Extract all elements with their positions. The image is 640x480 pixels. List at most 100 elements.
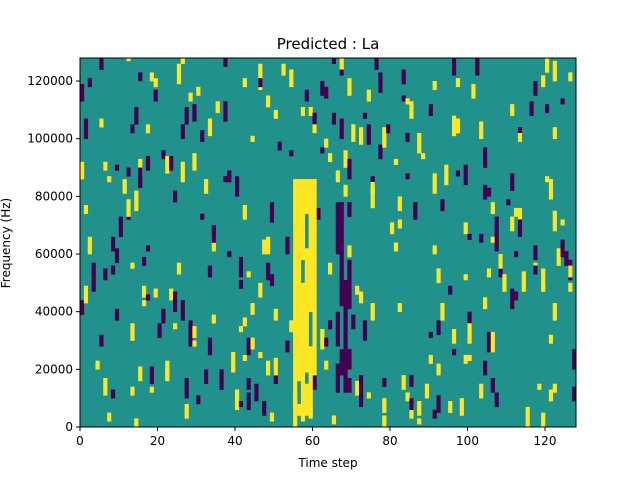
- heatmap-cell: [560, 219, 565, 226]
- heatmap-cell: [339, 219, 344, 232]
- heatmap-cell: [370, 187, 375, 209]
- y-tick-label: 100000: [27, 132, 73, 146]
- heatmap-cell: [269, 412, 275, 422]
- heatmap-cell: [246, 377, 251, 390]
- heatmap-cell: [320, 81, 325, 96]
- heatmap-cell: [347, 349, 352, 370]
- heatmap-cell: [370, 181, 375, 194]
- heatmap-cell: [99, 118, 104, 128]
- heatmap-cell: [293, 251, 298, 263]
- heatmap-cell: [219, 369, 224, 390]
- heatmap-cell: [138, 167, 143, 189]
- heatmap-cell: [359, 389, 364, 408]
- heatmap-cell: [409, 403, 414, 419]
- heatmap-cell: [304, 282, 309, 310]
- heatmap-cell: [417, 132, 422, 154]
- heatmap-cell: [401, 375, 406, 390]
- heatmap-cell: [293, 377, 298, 416]
- heatmap-cell: [165, 156, 170, 174]
- heatmap-cell: [343, 150, 348, 168]
- heatmap-cell: [130, 386, 135, 396]
- heatmap-cell: [335, 363, 340, 379]
- heatmap-cell: [196, 86, 201, 96]
- heatmap-cell: [312, 179, 317, 183]
- heatmap-cell: [355, 285, 360, 295]
- heatmap-cell: [455, 118, 461, 134]
- heatmap-cell: [335, 311, 340, 347]
- heatmap-cell: [390, 222, 395, 235]
- heatmap-cell: [204, 369, 209, 385]
- heatmap-cell: [548, 389, 554, 402]
- heatmap-cell: [304, 389, 309, 416]
- heatmap-cell: [308, 377, 313, 416]
- heatmap-cell: [91, 271, 96, 292]
- heatmap-cell: [421, 153, 426, 160]
- heatmap-cell: [541, 268, 546, 289]
- y-tick-label: 0: [65, 420, 73, 434]
- heatmap-cell: [366, 130, 371, 145]
- heatmap-cell: [552, 60, 557, 82]
- heatmap-cell: [533, 265, 538, 275]
- heatmap-cell: [486, 331, 492, 353]
- heatmap-cell: [401, 95, 406, 102]
- heatmap-cell: [103, 377, 108, 396]
- heatmap-cell: [541, 75, 546, 88]
- heatmap-cell: [273, 308, 278, 321]
- heatmap-cell: [304, 89, 309, 102]
- heatmap-cell: [238, 256, 244, 278]
- heatmap-cell: [486, 190, 492, 197]
- heatmap-cell: [347, 158, 352, 180]
- heatmap-cell: [467, 311, 472, 327]
- heatmap-cell: [552, 210, 557, 232]
- heatmap-cell: [103, 268, 108, 281]
- heatmap-cell: [300, 360, 306, 399]
- heatmap-cell: [517, 219, 523, 238]
- heatmap-cell: [184, 377, 189, 399]
- heatmap-cell: [99, 334, 104, 347]
- heatmap-cell: [266, 236, 271, 255]
- heatmap-cell: [339, 349, 344, 364]
- heatmap-cell: [308, 346, 313, 379]
- heatmap-cell: [266, 95, 271, 108]
- heatmap-cell: [103, 161, 108, 171]
- heatmap-cell: [114, 308, 120, 321]
- heatmap-cell: [145, 124, 151, 134]
- heatmap-cell: [83, 285, 89, 304]
- heatmap-cell: [223, 58, 228, 67]
- heatmap-cell: [545, 176, 550, 183]
- heatmap-cell: [153, 288, 158, 298]
- heatmap-cell: [490, 331, 495, 353]
- heatmap-cell: [335, 210, 340, 240]
- heatmap-cell: [293, 236, 298, 252]
- heatmap-cell: [83, 118, 89, 140]
- heatmap-cell: [444, 164, 449, 186]
- heatmap-cell: [320, 328, 325, 350]
- heatmap-cell: [560, 98, 565, 105]
- heatmap-cell: [409, 375, 414, 387]
- heatmap-cell: [436, 395, 441, 413]
- heatmap-cell: [297, 294, 302, 307]
- heatmap-cell: [560, 239, 565, 258]
- heatmap-cell: [455, 170, 461, 177]
- heatmap-cell: [145, 156, 151, 171]
- heatmap-cell: [304, 179, 309, 197]
- heatmap-cell: [312, 346, 317, 376]
- x-tick-label: 20: [150, 434, 165, 448]
- heatmap-cell: [351, 124, 356, 142]
- heatmap-cell: [347, 377, 352, 393]
- heatmap-cell: [188, 326, 193, 347]
- heatmap-cell: [312, 311, 317, 347]
- heatmap-cell: [99, 58, 104, 70]
- heatmap-cell: [339, 118, 344, 140]
- heatmap-cell: [475, 58, 480, 62]
- heatmap-cell: [432, 409, 437, 419]
- heatmap-cell: [502, 274, 507, 292]
- heatmap-background: [80, 58, 576, 427]
- x-tick-label: 0: [76, 434, 84, 448]
- heatmap-cell: [467, 233, 472, 240]
- heatmap-cell: [517, 132, 523, 142]
- heatmap-cell: [382, 127, 387, 148]
- heatmap-cell: [541, 285, 546, 292]
- heatmap-cell: [273, 109, 278, 119]
